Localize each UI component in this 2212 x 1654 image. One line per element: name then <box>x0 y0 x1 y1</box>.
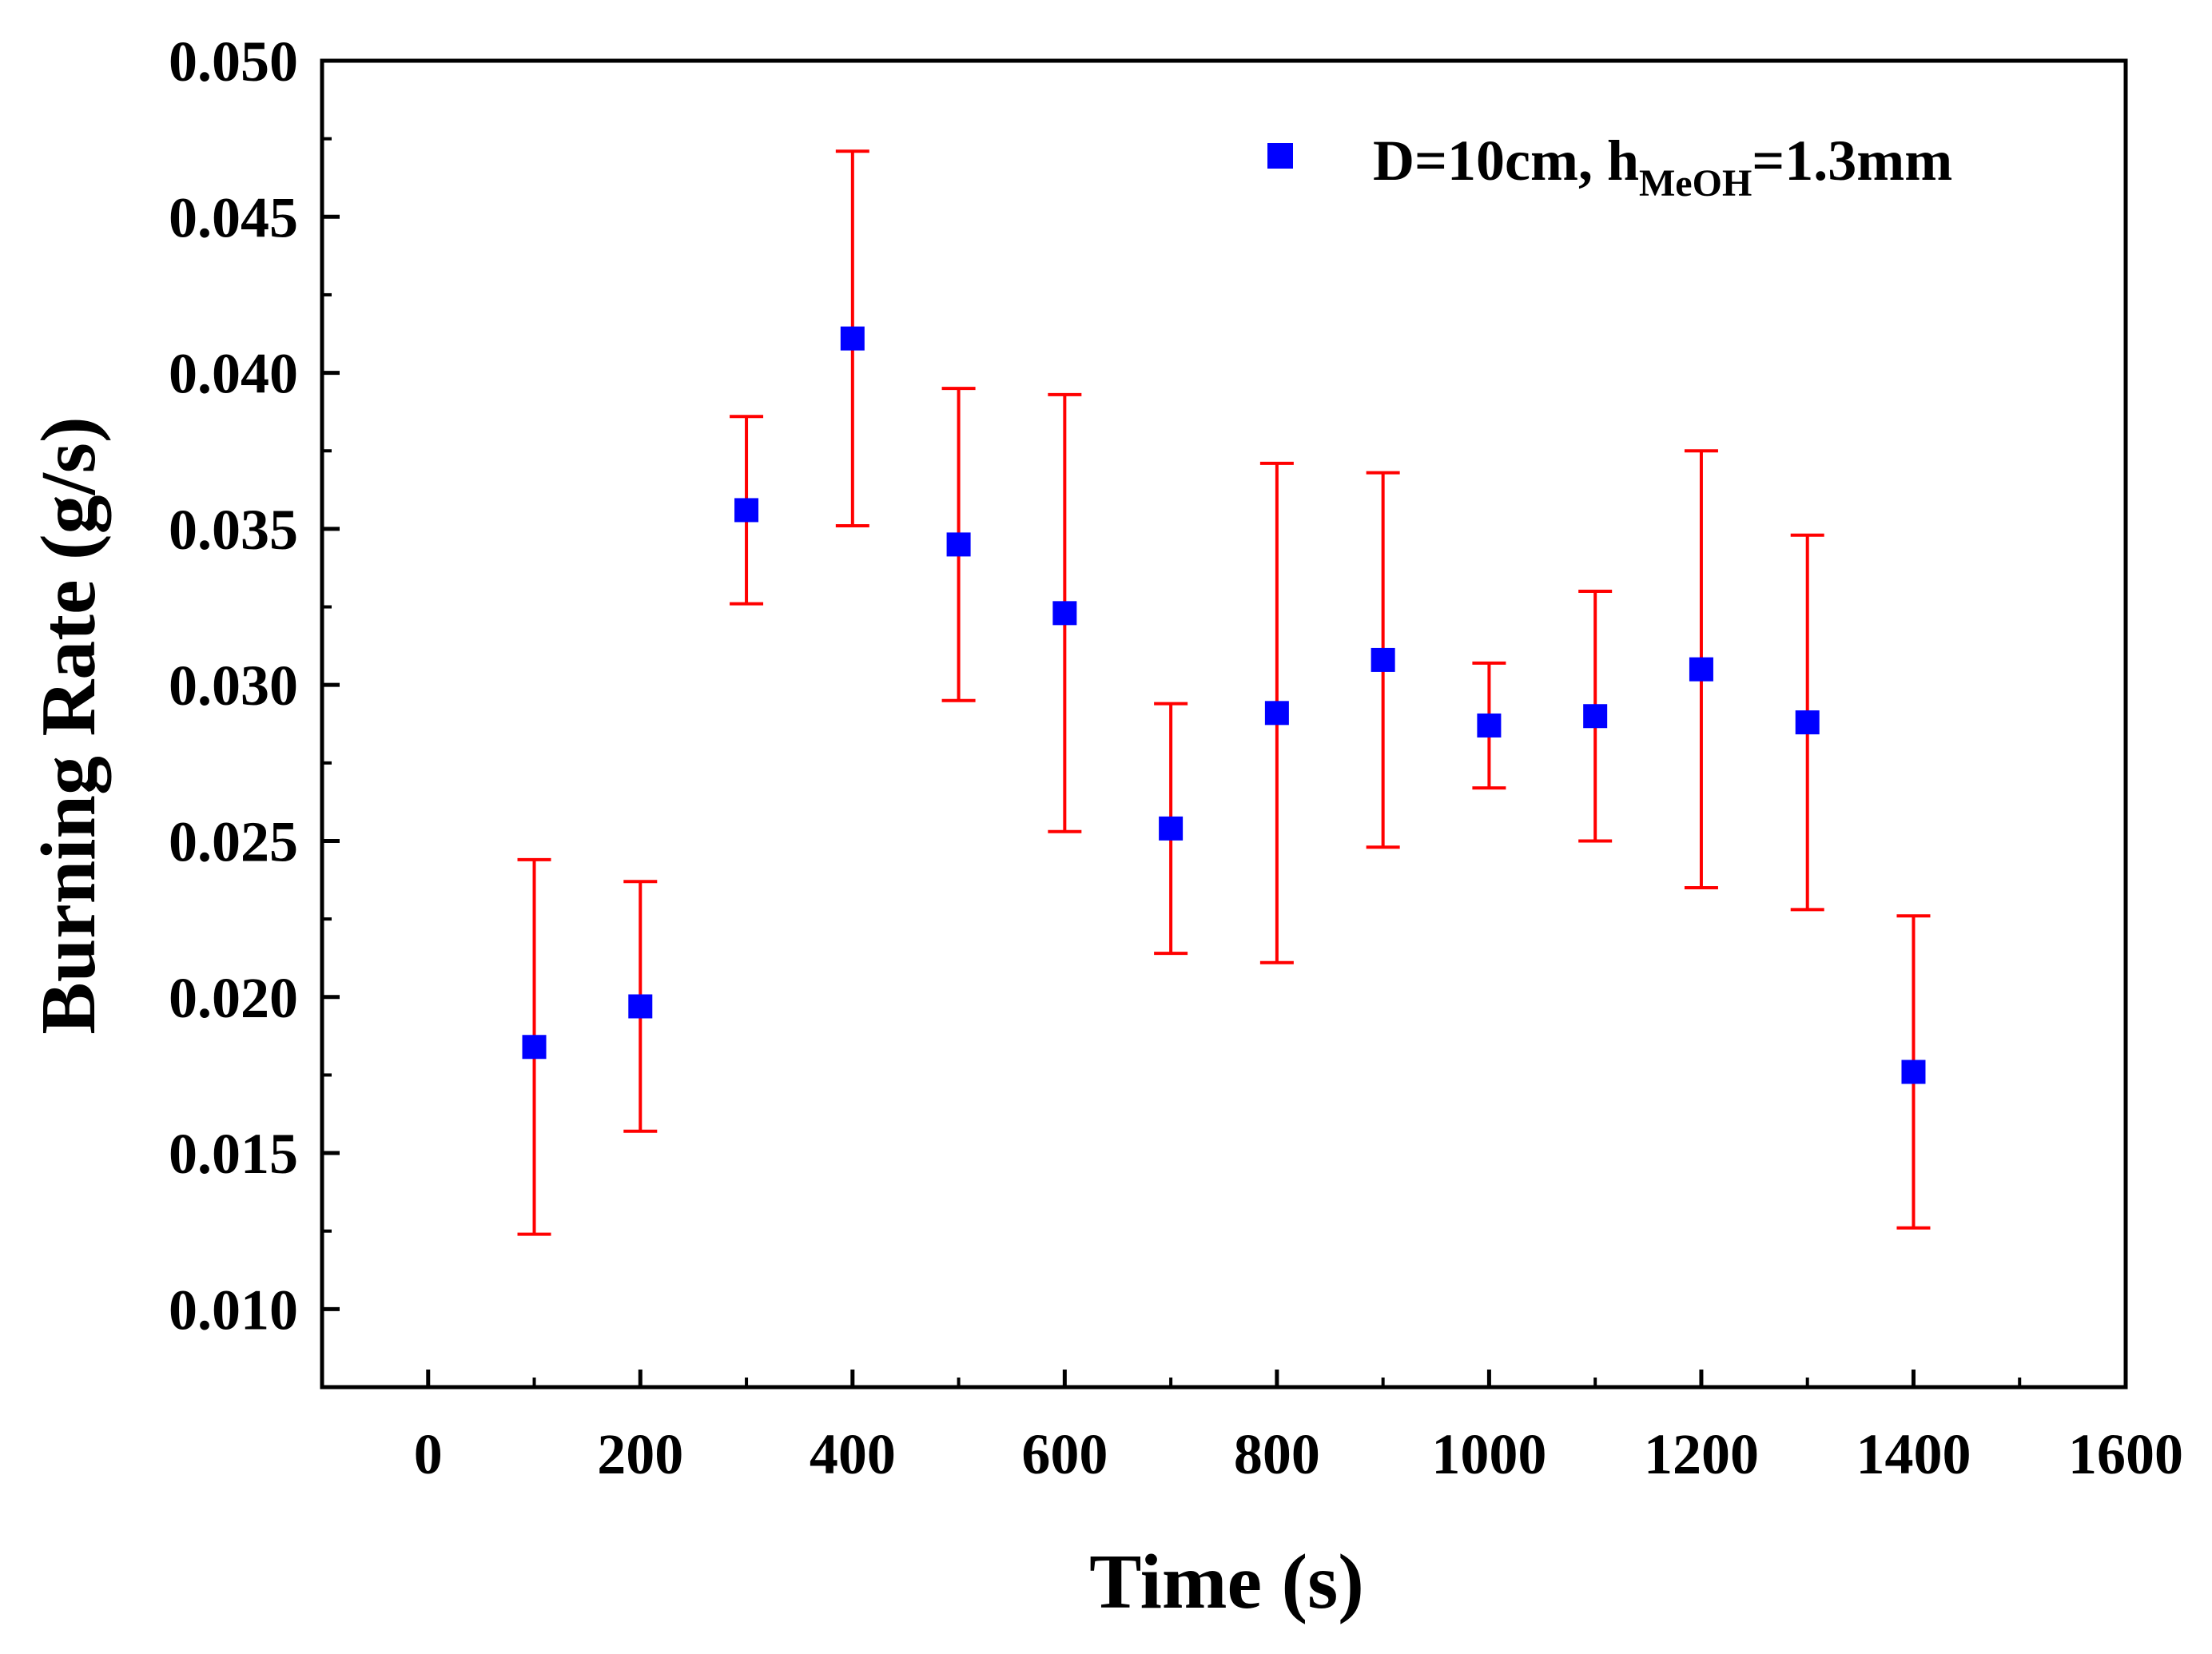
x-tick-label: 1200 <box>1644 1422 1759 1486</box>
x-tick-label: 1000 <box>1431 1422 1546 1486</box>
y-tick-label: 0.050 <box>169 30 298 93</box>
y-tick-label: 0.020 <box>169 966 298 1030</box>
y-tick-label: 0.045 <box>169 185 298 249</box>
y-tick-label: 0.025 <box>169 809 298 873</box>
markers <box>522 326 1926 1084</box>
legend-label-suffix: =1.3mm <box>1752 129 1952 193</box>
legend-label: D=10cm, hMeOH=1.3mm <box>1373 129 1952 205</box>
data-point <box>1901 1060 1926 1084</box>
data-point <box>1477 713 1502 738</box>
x-tick-label: 600 <box>1021 1422 1108 1486</box>
x-tick-label: 200 <box>597 1422 683 1486</box>
y-axis-title: Burning Rate (g/s) <box>26 416 112 1034</box>
x-tick-label: 800 <box>1234 1422 1320 1486</box>
major-ticks <box>322 58 2128 1387</box>
data-point <box>1795 710 1820 735</box>
data-point <box>840 326 865 351</box>
tick-labels: 0 200 400 600 800 1000 1200 1400 1600 0.010 0.015 0… <box>169 30 2183 1486</box>
data-point <box>734 498 759 523</box>
error-bars <box>517 149 1931 1236</box>
data-point <box>1689 657 1713 682</box>
x-tick-label: 1600 <box>2068 1422 2183 1486</box>
legend-label-subscript: MeOH <box>1639 162 1752 205</box>
data-point <box>946 532 971 557</box>
data-point <box>628 994 653 1019</box>
y-tick-label: 0.035 <box>169 498 298 562</box>
x-tick-label: 0 <box>414 1422 443 1486</box>
y-tick-label: 0.010 <box>169 1278 298 1342</box>
plot-frame <box>320 58 2128 1390</box>
x-axis-title: Time (s) <box>1089 1539 1364 1625</box>
y-tick-label: 0.030 <box>169 654 298 718</box>
x-tick-label: 400 <box>810 1422 896 1486</box>
y-tick-label: 0.040 <box>169 342 298 406</box>
y-tick-label: 0.015 <box>169 1122 298 1186</box>
data-point <box>1371 647 1395 672</box>
data-point <box>522 1035 547 1060</box>
data-point <box>1052 601 1077 626</box>
data-point <box>1159 816 1184 841</box>
data-point <box>1583 704 1608 729</box>
legend-label-prefix: D=10cm, h <box>1373 129 1639 193</box>
legend-marker <box>1267 143 1293 169</box>
x-tick-label: 1400 <box>1856 1422 1971 1486</box>
legend: D=10cm, hMeOH=1.3mm <box>1267 129 1952 205</box>
data-point <box>1264 701 1289 726</box>
